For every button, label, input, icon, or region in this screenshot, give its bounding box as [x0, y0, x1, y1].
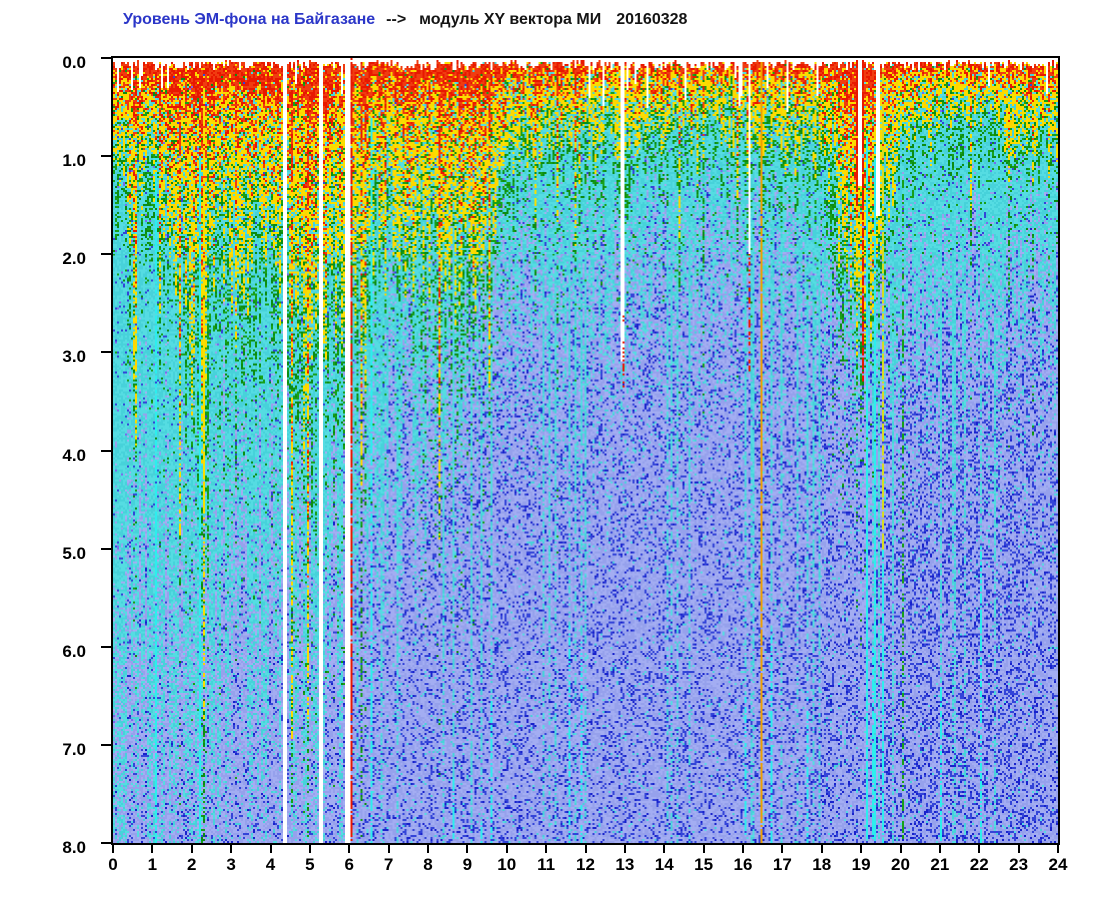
x-tick-label: 21: [930, 855, 950, 874]
x-tick-label: 1: [147, 855, 158, 874]
chart-title: Уровень ЭМ-фона на Байгазане --> модуль XY…: [123, 11, 687, 29]
x-tick-mark: [1057, 845, 1059, 853]
x-tick-label: 16: [733, 855, 753, 874]
y-tick-mark: [101, 449, 111, 452]
x-tick-mark: [820, 845, 823, 853]
x-tick-mark: [663, 845, 666, 853]
y-tick-label: 0.0: [62, 53, 86, 72]
x-tick-mark: [308, 845, 311, 853]
x-tick-mark: [1017, 845, 1020, 853]
x-tick-mark: [623, 845, 626, 853]
y-tick-label: 2.0: [62, 249, 86, 269]
x-tick-label: 24: [1048, 855, 1068, 874]
x-tick-label: 19: [851, 855, 871, 874]
x-tick-mark: [427, 845, 429, 853]
y-tick-mark: [101, 351, 111, 354]
x-tick-mark: [387, 845, 390, 853]
x-tick-label: 22: [969, 855, 989, 874]
x-tick-mark: [348, 845, 351, 853]
y-tick-mark: [101, 155, 111, 158]
x-tick-mark: [938, 845, 941, 853]
x-tick-label: 14: [654, 855, 674, 874]
x-tick-mark: [269, 845, 272, 853]
x-tick-mark: [112, 845, 114, 853]
x-tick-label: 10: [497, 855, 517, 874]
x-tick-label: 17: [772, 855, 792, 874]
x-tick-mark: [702, 845, 705, 853]
x-tick-mark: [545, 845, 548, 853]
title-arrow: -->: [386, 11, 407, 28]
x-tick-label: 2: [187, 855, 197, 874]
title-series-text: модуль XY вектора МИ: [419, 11, 602, 28]
y-tick-label: 5.0: [62, 543, 86, 563]
x-tick-mark: [584, 845, 587, 853]
x-tick-label: 15: [694, 855, 714, 874]
y-tick-label: 1.0: [62, 151, 86, 171]
y-tick-label: 4.0: [62, 445, 86, 465]
x-tick-label: 4: [265, 855, 276, 874]
x-tick-label: 5: [305, 855, 315, 874]
x-tick-label: 20: [891, 855, 910, 874]
y-tick-mark: [101, 57, 111, 59]
x-tick-label: 7: [383, 855, 394, 874]
spectrogram-canvas: [113, 58, 1058, 843]
x-tick-label: 6: [344, 855, 354, 874]
y-tick-label: 6.0: [62, 641, 86, 661]
x-tick-label: 18: [812, 855, 832, 874]
x-tick-label: 12: [576, 855, 595, 874]
y-tick-mark: [101, 253, 111, 256]
x-tick-mark: [899, 845, 902, 853]
y-tick-label: 7.0: [62, 739, 86, 759]
x-tick-mark: [860, 845, 863, 853]
x-tick-mark: [151, 845, 154, 853]
x-tick-mark: [190, 845, 193, 853]
y-tick-mark: [101, 645, 111, 648]
x-tick-mark: [505, 845, 508, 853]
x-tick-mark: [781, 845, 784, 853]
y-tick-mark: [101, 743, 111, 746]
x-tick-mark: [742, 845, 744, 853]
title-date: 20160328: [616, 11, 688, 28]
x-tick-label: 3: [226, 855, 236, 874]
x-tick-label: 11: [537, 855, 556, 874]
x-tick-label: 8: [423, 855, 433, 874]
y-tick-mark: [101, 547, 111, 550]
x-tick-mark: [978, 845, 981, 853]
x-tick-mark: [466, 845, 469, 853]
title-station-text: Уровень ЭМ-фона на Байгазане: [123, 11, 376, 28]
x-tick-label: 13: [615, 855, 635, 874]
x-tick-mark: [230, 845, 233, 853]
x-tick-label: 0: [108, 855, 118, 874]
x-tick-label: 23: [1009, 855, 1029, 874]
y-tick-mark: [101, 842, 111, 844]
x-tick-label: 9: [462, 855, 473, 874]
y-tick-label: 8.0: [62, 838, 86, 857]
y-tick-label: 3.0: [62, 347, 86, 367]
